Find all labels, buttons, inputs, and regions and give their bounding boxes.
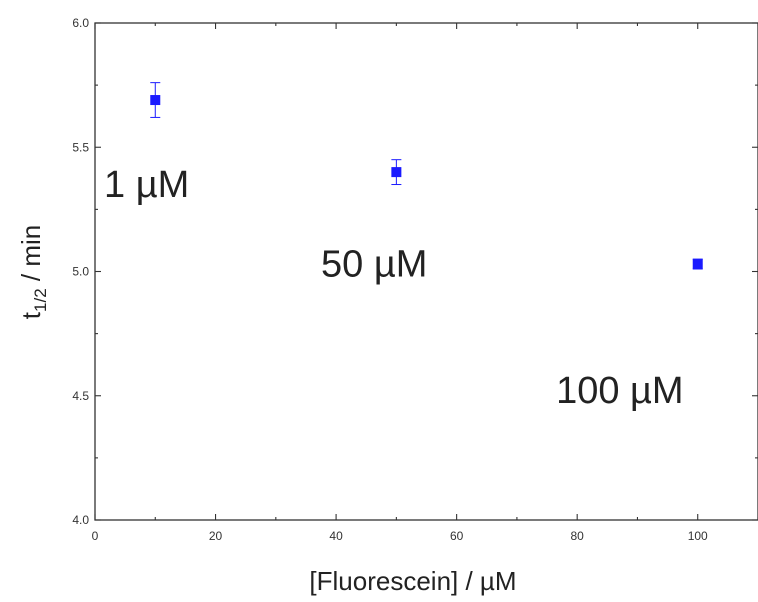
- point-marker: [692, 259, 703, 270]
- data-points: [150, 82, 703, 270]
- x-tick-label: 80: [571, 529, 585, 543]
- x-tick-label: 100: [688, 529, 708, 543]
- y-axis-title-rest: / min: [16, 225, 46, 289]
- y-tick-label: 4.0: [72, 513, 89, 527]
- concentration-label: 1 µM: [104, 164, 189, 206]
- y-axis-title: t1/2 / min: [16, 225, 50, 319]
- point-marker: [150, 95, 161, 106]
- y-tick-label: 5.5: [72, 140, 89, 154]
- x-axis-title: [Fluorescein] / µM: [309, 566, 516, 596]
- y-tick-label: 5.0: [72, 265, 89, 279]
- data-point: [692, 258, 703, 270]
- data-point: [150, 82, 161, 118]
- x-tick-label: 40: [329, 529, 343, 543]
- y-axis-title-main: t: [16, 311, 46, 319]
- concentration-label: 100 µM: [556, 370, 684, 412]
- annotations: 1 µM 50 µM 100 µM: [104, 164, 684, 412]
- y-tick-label: 6.0: [72, 16, 89, 30]
- point-marker: [391, 167, 402, 178]
- y-axis-title-subscript: 1/2: [31, 288, 50, 312]
- x-tick-label: 0: [92, 529, 99, 543]
- y-tick-label: 4.5: [72, 389, 89, 403]
- axis-ticks: 0 20 40 60 80 100 4.0 4.5 5.0 5.5 6.0: [72, 16, 758, 543]
- x-tick-label: 20: [209, 529, 223, 543]
- data-point: [391, 159, 402, 186]
- concentration-label: 50 µM: [321, 243, 427, 285]
- x-tick-label: 60: [450, 529, 464, 543]
